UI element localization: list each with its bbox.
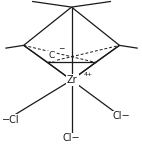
Text: −Cl: −Cl xyxy=(2,115,20,125)
Text: Cl−: Cl− xyxy=(63,133,80,143)
Text: −: − xyxy=(58,44,64,53)
Text: Cl−: Cl− xyxy=(113,111,130,121)
Text: 4+: 4+ xyxy=(84,72,93,77)
Text: Zr: Zr xyxy=(67,75,78,85)
Text: C: C xyxy=(48,52,54,60)
